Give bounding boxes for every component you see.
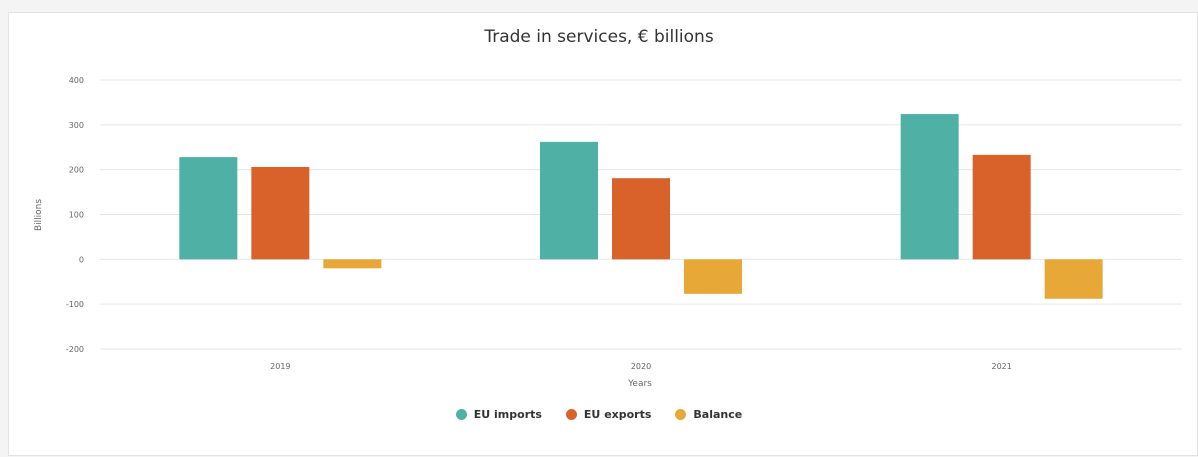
x-tick-label: 2019 xyxy=(270,362,290,371)
y-tick-label: 200 xyxy=(69,166,84,175)
legend-label: EU imports xyxy=(473,408,542,421)
y-tick-label: -200 xyxy=(66,345,84,354)
bars xyxy=(179,114,1103,299)
y-tick-label: 0 xyxy=(79,255,84,264)
legend-marker xyxy=(455,409,467,420)
bar-eu-imports-2020[interactable] xyxy=(540,141,598,260)
bar-eu-imports-2019[interactable] xyxy=(179,157,238,260)
bar-eu-exports-2020[interactable] xyxy=(612,178,670,260)
y-tick-label: 100 xyxy=(69,211,84,220)
legend-marker xyxy=(675,409,687,420)
x-axis-title: Years xyxy=(627,379,652,389)
bar-eu-exports-2019[interactable] xyxy=(251,166,310,260)
y-axis-ticks: 400 300 200 100 0 -100 -200 xyxy=(66,76,84,354)
legend-item-eu-exports[interactable]: EU exports xyxy=(565,408,652,421)
bar-eu-exports-2021[interactable] xyxy=(972,154,1031,260)
legend-item-balance[interactable]: Balance xyxy=(675,408,742,421)
bar-eu-imports-2021[interactable] xyxy=(900,114,959,260)
bar-balance-2019[interactable] xyxy=(323,259,382,269)
legend: EU imports EU exports Balance xyxy=(0,408,1198,421)
chart-title: Trade in services, € billions xyxy=(484,27,714,47)
y-axis-title: Billions xyxy=(34,199,44,231)
legend-item-eu-imports[interactable]: EU imports xyxy=(455,408,542,421)
x-tick-label: 2020 xyxy=(631,362,651,371)
legend-label: Balance xyxy=(693,408,743,421)
legend-marker xyxy=(565,409,577,420)
y-tick-label: -100 xyxy=(66,300,84,309)
x-tick-label: 2021 xyxy=(991,362,1011,371)
legend-label: EU exports xyxy=(583,408,652,421)
y-tick-label: 300 xyxy=(69,121,84,130)
bar-balance-2020[interactable] xyxy=(684,259,742,294)
bar-balance-2021[interactable] xyxy=(1044,259,1103,299)
x-axis-ticks: 2019 2020 2021 xyxy=(270,362,1012,371)
y-tick-label: 400 xyxy=(69,76,84,85)
